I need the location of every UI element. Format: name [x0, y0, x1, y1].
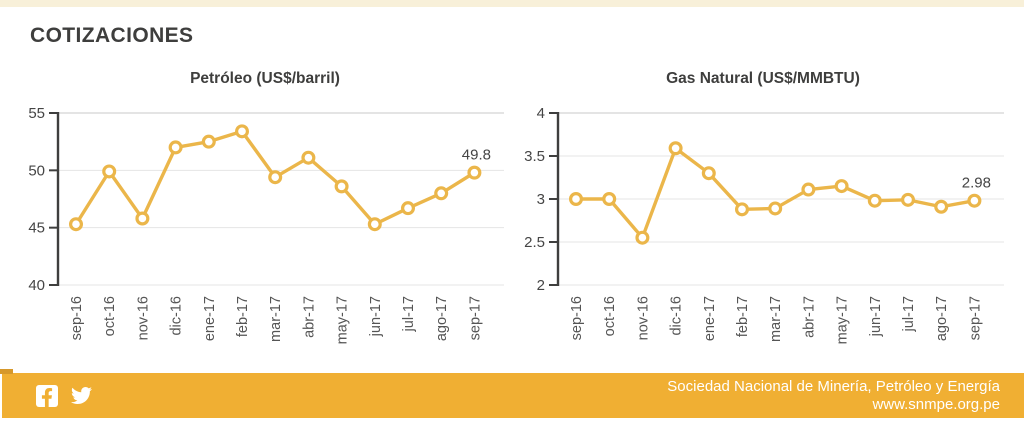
top-accent-strip	[0, 0, 1024, 7]
svg-text:mar-17: mar-17	[768, 296, 784, 342]
svg-text:mar-17: mar-17	[268, 296, 284, 342]
svg-text:40: 40	[28, 277, 45, 294]
petroleo-chart-title: Petróleo (US$/barril)	[190, 70, 340, 87]
svg-text:3: 3	[537, 191, 545, 208]
svg-text:sep-16: sep-16	[569, 296, 585, 340]
facebook-icon[interactable]	[36, 384, 58, 407]
svg-text:jun-17: jun-17	[368, 296, 384, 337]
svg-text:4: 4	[537, 105, 545, 122]
svg-text:nov-16: nov-16	[135, 296, 151, 340]
svg-text:2.98: 2.98	[962, 175, 991, 192]
footer-fold	[0, 369, 13, 374]
svg-text:sep-17: sep-17	[467, 296, 483, 340]
svg-text:abr-17: abr-17	[801, 296, 817, 338]
svg-text:jul-17: jul-17	[401, 296, 417, 332]
svg-text:feb-17: feb-17	[735, 296, 751, 337]
svg-text:jul-17: jul-17	[901, 296, 917, 332]
svg-text:2: 2	[537, 277, 545, 294]
svg-text:ago-17: ago-17	[434, 296, 450, 341]
footer-bar: Sociedad Nacional de Minería, Petróleo y…	[0, 369, 1024, 418]
svg-text:jun-17: jun-17	[868, 296, 884, 337]
svg-text:45: 45	[28, 220, 45, 237]
svg-text:ene-17: ene-17	[202, 296, 218, 341]
svg-text:sep-17: sep-17	[967, 296, 983, 340]
svg-text:nov-16: nov-16	[635, 296, 651, 340]
svg-text:oct-16: oct-16	[602, 296, 618, 336]
gas-chart-title: Gas Natural (US$/MMBTU)	[666, 70, 860, 87]
svg-text:sep-16: sep-16	[69, 296, 85, 340]
svg-text:ene-17: ene-17	[702, 296, 718, 341]
footer-org: Sociedad Nacional de Minería, Petróleo y…	[667, 377, 1000, 395]
gas-chart-plot: 2 2.5 3 3.5 4 sep-16 oct-16 nov-16 dic-16 ene-17 f…	[524, 105, 1004, 344]
svg-text:may-17: may-17	[335, 296, 351, 344]
svg-text:oct-16: oct-16	[102, 296, 118, 336]
svg-text:dic-16: dic-16	[169, 296, 185, 336]
svg-text:3.5: 3.5	[524, 148, 545, 165]
svg-text:55: 55	[28, 105, 45, 122]
svg-text:2.5: 2.5	[524, 234, 545, 251]
twitter-icon[interactable]	[69, 385, 95, 407]
svg-text:may-17: may-17	[835, 296, 851, 344]
svg-text:49.8: 49.8	[462, 147, 491, 164]
svg-text:50: 50	[28, 162, 45, 179]
svg-text:abr-17: abr-17	[301, 296, 317, 338]
footer-url[interactable]: www.snmpe.org.pe	[872, 395, 1000, 413]
page-title: COTIZACIONES	[30, 24, 194, 47]
petroleo-chart-plot: 40 45 50 55 sep-16 oct-16 nov-16 dic-16 ene-17 fe…	[28, 105, 504, 344]
svg-text:ago-17: ago-17	[934, 296, 950, 341]
svg-text:feb-17: feb-17	[235, 296, 251, 337]
social-icons	[36, 384, 95, 407]
footer-text: Sociedad Nacional de Minería, Petróleo y…	[667, 378, 1000, 414]
svg-text:dic-16: dic-16	[669, 296, 685, 336]
